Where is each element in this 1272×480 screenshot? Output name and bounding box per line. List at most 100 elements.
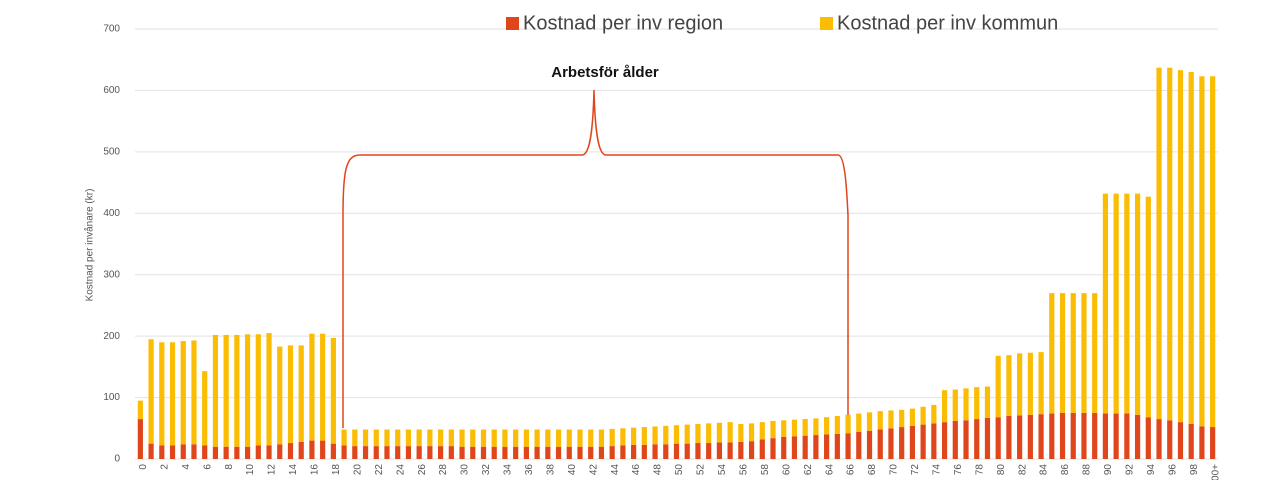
bar-segment [234,446,240,459]
bar-segment [191,340,197,445]
bar-segment [716,442,722,459]
bar-segment [781,436,787,459]
bar-segment [244,446,251,459]
bar-segment [759,439,765,459]
annotation: Arbetsför ålder [551,64,659,81]
bar-segment [1145,417,1151,459]
y-tick-label: 100 [103,392,120,403]
bar-segment [502,446,508,459]
bar-segment [877,429,883,459]
bar-segment [148,339,154,444]
bar-segment [513,429,519,447]
bar-segment [395,446,401,459]
bar-segment [1038,352,1044,415]
bar-segment [1027,414,1033,459]
bar-segment [255,445,261,459]
bar-segment [352,446,358,459]
bar-segment [791,419,798,437]
bar-segment [663,425,669,445]
bar-segment [180,341,186,445]
bar-segment [577,429,583,447]
bar-segment [813,418,819,436]
bar-segment [899,427,905,459]
legend-label: Kostnad per inv region [523,12,723,34]
bar-segment [320,440,326,459]
bar-segment [1027,352,1033,415]
bar-segment [652,444,658,459]
bar-segment [1102,193,1109,414]
bar-segment [856,431,862,459]
bar-segment [716,422,722,443]
bar-segment [159,445,165,459]
bar-segment [1059,293,1066,413]
y-tick-label: 600 [103,85,120,96]
x-tick-label: 48 [653,464,664,476]
bar-segment [202,371,208,446]
bar-segment [1113,193,1119,414]
x-tick-label: 22 [374,464,385,476]
x-tick-label: 88 [1082,464,1093,476]
bar-segment [1188,423,1194,459]
bar-segment [1177,422,1184,459]
x-tick-label: 12 [267,464,278,476]
bar-segment [298,345,304,442]
bar-segment [448,429,454,447]
bars: 0 2 4 6 8 10 12 14 16 18 20 22 24 26 28 30 32 34 36 38 40 42 4… [137,67,1221,480]
bar-segment [491,446,497,459]
bar-segment [609,428,615,447]
bar-segment [341,445,347,459]
bar-segment [212,446,219,459]
bar-segment [416,446,422,459]
bar-segment [459,446,465,459]
bar-segment [1199,426,1205,459]
y-tick-label: 200 [103,331,120,342]
bar-segment [856,413,862,432]
x-tick-label: 52 [696,464,707,476]
bar-segment [320,333,326,441]
bar-segment [169,342,176,446]
bar-segment [706,423,712,444]
x-tick-label: 74 [931,464,942,476]
x-tick-label: 38 [545,464,556,476]
bar-segment [866,430,873,459]
bar-segment [791,436,798,459]
bar-segment [920,424,926,459]
bar-segment [266,333,272,446]
bracket [342,89,849,428]
x-tick-label: 0 [138,464,149,470]
x-tick-label: 50 [674,464,685,476]
bar-segment [1134,414,1141,459]
bar-segment [352,429,358,447]
bar-segment [995,417,1001,459]
bar-segment [1017,415,1023,459]
bar-segment [631,444,637,459]
x-tick-label: 64 [824,464,835,476]
x-tick-label: 76 [953,464,964,476]
x-tick-label: 98 [1189,464,1200,476]
bar-segment [384,429,390,447]
bar-segment [652,426,658,445]
bar-segment [1017,353,1023,416]
bar-segment [223,446,229,459]
bar-segment [298,441,304,459]
bar-segment [513,446,519,459]
bar-segment [277,444,283,459]
x-tick-label: 70 [889,464,900,476]
bar-segment [1156,67,1162,420]
bar-segment [437,429,444,447]
bar-segment [137,400,143,420]
x-tick-label: 4 [181,464,192,470]
bar-segment [1156,419,1162,459]
x-tick-label: 78 [974,464,985,476]
bar-segment [598,446,605,459]
x-tick-label: 96 [1167,464,1178,476]
bar-segment [255,334,261,446]
bar-segment [1102,413,1109,459]
bar-segment [1113,413,1119,459]
x-tick-label: 46 [631,464,642,476]
x-tick-label: 26 [417,464,428,476]
bar-segment [534,446,540,459]
bar-segment [266,445,272,459]
y-tick-label: 500 [103,146,120,157]
